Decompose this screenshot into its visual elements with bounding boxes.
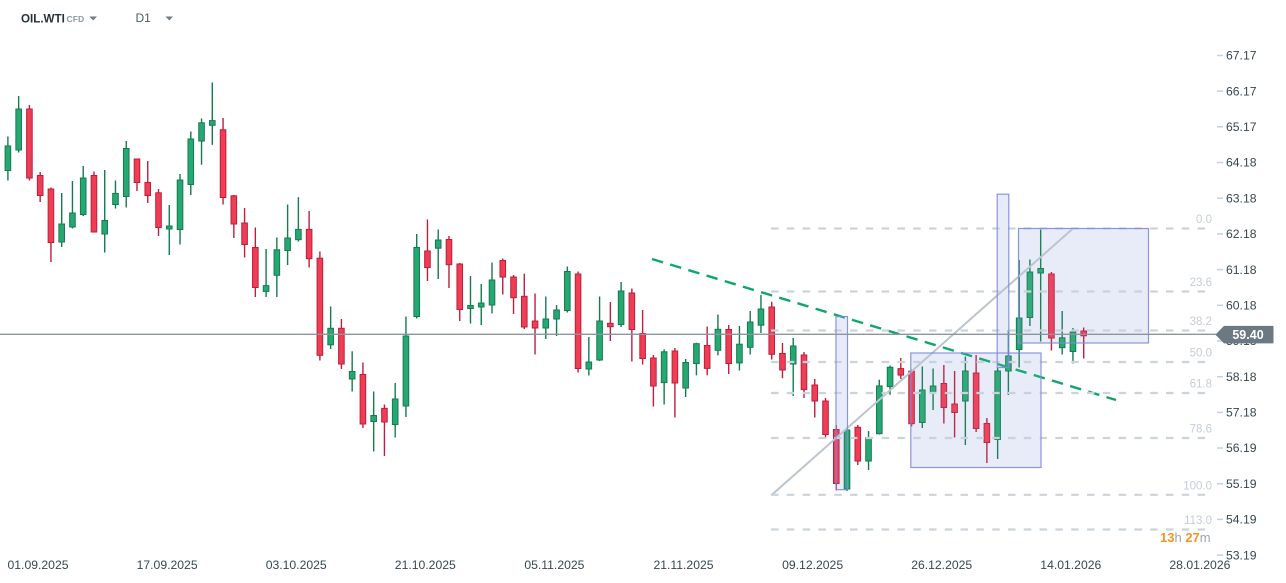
svg-text:0.0: 0.0	[1196, 214, 1212, 226]
svg-text:59.40: 59.40	[1232, 328, 1263, 342]
svg-text:D1: D1	[136, 11, 152, 25]
svg-text:05.11.2025: 05.11.2025	[524, 558, 584, 572]
svg-text:21.10.2025: 21.10.2025	[395, 558, 456, 572]
svg-text:66.17: 66.17	[1226, 84, 1257, 98]
svg-text:23.6: 23.6	[1190, 277, 1212, 289]
svg-text:65.17: 65.17	[1226, 120, 1257, 134]
svg-text:64.18: 64.18	[1226, 156, 1257, 170]
svg-text:26.12.2025: 26.12.2025	[911, 558, 972, 572]
svg-text:03.10.2025: 03.10.2025	[266, 558, 327, 572]
svg-text:14.01.2026: 14.01.2026	[1040, 558, 1101, 572]
svg-text:63.18: 63.18	[1226, 191, 1257, 205]
svg-text:113.0: 113.0	[1184, 515, 1212, 527]
svg-text:OIL.WTI: OIL.WTI	[21, 13, 65, 26]
svg-text:50.0: 50.0	[1190, 348, 1212, 360]
svg-text:56.19: 56.19	[1226, 441, 1257, 455]
svg-text:57.18: 57.18	[1226, 406, 1257, 420]
svg-text:100.0: 100.0	[1183, 480, 1212, 492]
svg-text:38.2: 38.2	[1190, 316, 1212, 328]
svg-text:61.18: 61.18	[1226, 263, 1257, 277]
svg-text:58.18: 58.18	[1226, 370, 1257, 384]
svg-text:67.17: 67.17	[1226, 49, 1257, 63]
svg-text:01.09.2025: 01.09.2025	[8, 558, 69, 572]
svg-text:CFD: CFD	[67, 14, 85, 24]
svg-text:78.6: 78.6	[1190, 424, 1212, 436]
svg-text:54.19: 54.19	[1226, 513, 1257, 527]
svg-text:53.19: 53.19	[1226, 548, 1257, 562]
svg-text:17.09.2025: 17.09.2025	[137, 558, 198, 572]
svg-text:62.18: 62.18	[1226, 227, 1257, 241]
svg-text:55.19: 55.19	[1226, 477, 1257, 491]
svg-text:13h 27m: 13h 27m	[1160, 530, 1211, 545]
svg-text:61.8: 61.8	[1190, 379, 1212, 391]
svg-text:09.12.2025: 09.12.2025	[782, 558, 843, 572]
svg-text:21.11.2025: 21.11.2025	[653, 558, 713, 572]
svg-text:28.01.2026: 28.01.2026	[1169, 558, 1230, 572]
svg-text:60.18: 60.18	[1226, 299, 1257, 313]
